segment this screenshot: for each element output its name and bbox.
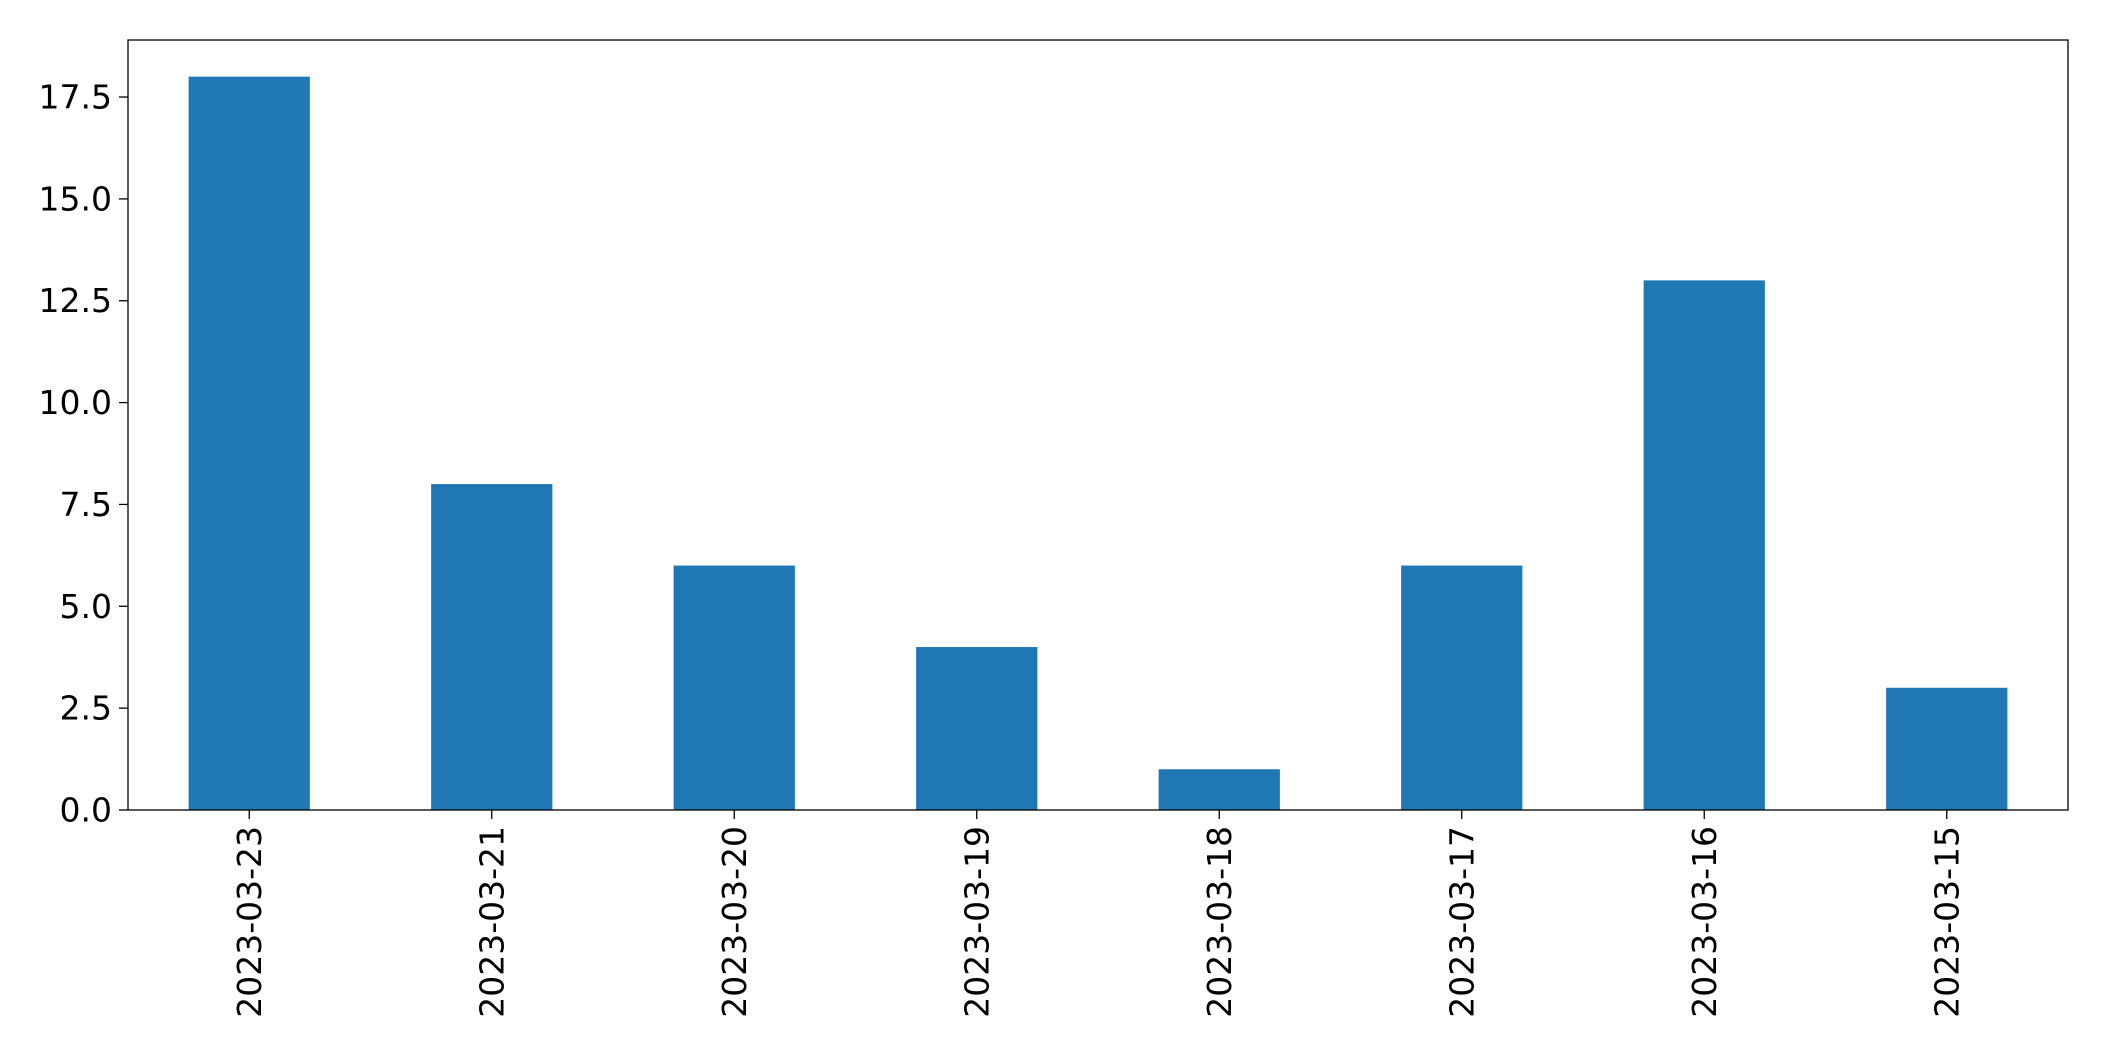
x-tick-label: 2023-03-18	[1200, 826, 1239, 1018]
y-tick-label: 15.0	[39, 179, 112, 218]
y-tick-label: 10.0	[39, 383, 112, 422]
x-tick-label: 2023-03-17	[1442, 826, 1481, 1018]
bar-2023-03-17	[1401, 565, 1523, 810]
y-tick-label: 5.0	[60, 587, 112, 626]
bar-2023-03-18	[1158, 769, 1280, 810]
bar-2023-03-20	[673, 565, 795, 810]
x-tick-label: 2023-03-20	[715, 826, 754, 1018]
x-tick-label: 2023-03-15	[1927, 826, 1966, 1018]
y-tick-label: 17.5	[39, 78, 112, 117]
x-tick-label: 2023-03-21	[472, 826, 511, 1018]
bar-2023-03-19	[916, 647, 1038, 810]
bar-2023-03-15	[1886, 687, 2008, 810]
bars-layer	[188, 76, 2008, 810]
x-axis-ticks: 2023-03-23 2023-03-21 2023-03-20 2023-03-19…	[230, 810, 1966, 1018]
bar-2023-03-23	[188, 76, 310, 810]
bar-2023-03-21	[431, 484, 553, 810]
y-tick-label: 2.5	[60, 689, 112, 728]
bar-2023-03-16	[1643, 280, 1765, 810]
y-tick-label: 7.5	[60, 485, 112, 524]
y-tick-label: 12.5	[39, 281, 112, 320]
x-tick-label: 2023-03-23	[230, 826, 269, 1018]
plot-frame	[127, 39, 2069, 811]
y-axis-ticks: 0.0 2.5 5.0 7.5 10.0 12.5 15.0 17.5	[39, 78, 128, 830]
x-tick-label: 2023-03-19	[957, 826, 996, 1018]
x-tick-label: 2023-03-16	[1685, 826, 1724, 1018]
y-tick-label: 0.0	[60, 791, 112, 830]
